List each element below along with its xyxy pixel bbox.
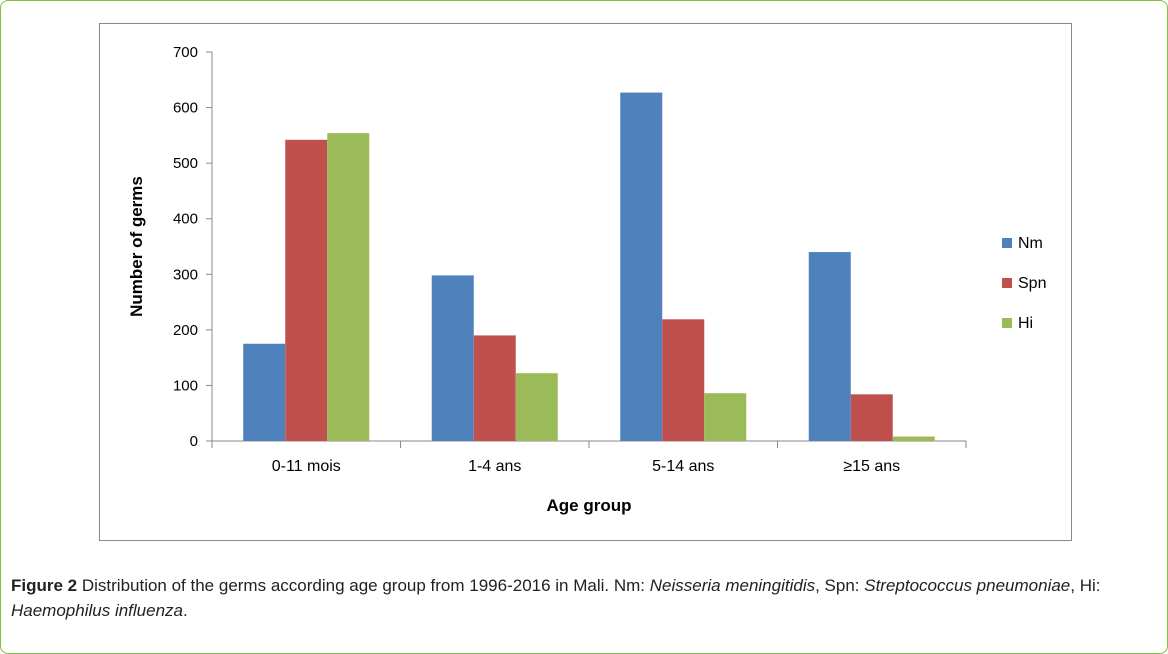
y-tick-label: 200 — [173, 322, 198, 339]
caption-hi-species: Haemophilus influenza — [11, 601, 183, 620]
bar-spn — [473, 335, 516, 441]
x-axis-title: Age group — [547, 496, 632, 515]
chart-area: 0 100 200 300 400 500 600 700 0-11 mois 1-4 ans 5-… — [99, 23, 1072, 541]
legend-label-nm: Nm — [1018, 235, 1043, 252]
caption-nm-species: Neisseria meningitidis — [649, 576, 816, 595]
legend-swatch-spn — [1002, 278, 1012, 288]
bar-spn — [850, 394, 893, 441]
bar-nm — [620, 92, 663, 442]
legend-label-hi: Hi — [1018, 315, 1033, 332]
figure-caption: Figure 2 Distribution of the germs accor… — [11, 573, 1156, 623]
legend-swatch-hi — [1002, 318, 1012, 328]
bar-hi — [515, 373, 558, 441]
y-tick-label: 400 — [173, 211, 198, 228]
bar-hi — [704, 393, 747, 441]
y-tick-label: 0 — [190, 433, 198, 450]
y-tick-label: 700 — [173, 44, 198, 61]
y-tick-label: 100 — [173, 377, 198, 394]
bars — [243, 92, 935, 442]
bar-nm — [243, 343, 286, 441]
caption-text-2: , Spn: — [815, 576, 865, 595]
caption-spn-species: Streptococcus pneumoniae — [864, 576, 1071, 595]
y-axis-title: Number of germs — [127, 176, 146, 317]
x-tick-label: 1-4 ans — [468, 458, 521, 475]
figure-label: Figure 2 — [11, 576, 78, 595]
bar-spn — [662, 319, 705, 441]
legend: Nm Spn Hi — [1002, 235, 1046, 332]
x-tick-label: 0-11 mois — [272, 458, 341, 475]
legend-swatch-nm — [1002, 238, 1012, 248]
y-tick-label: 300 — [173, 266, 198, 283]
bar-nm — [808, 252, 851, 441]
caption-text-3: , Hi: — [1070, 576, 1101, 595]
x-tick-label: ≥15 ans — [843, 458, 900, 475]
y-tick-label: 500 — [173, 155, 198, 172]
bar-hi — [892, 436, 935, 441]
bar-nm — [431, 275, 474, 441]
caption-text-1: Distribution of the germs according age … — [77, 576, 650, 595]
legend-label-spn: Spn — [1018, 275, 1046, 292]
bar-spn — [285, 139, 328, 441]
axis-labels: 0 100 200 300 400 500 600 700 0-11 mois 1-4 ans 5-… — [127, 44, 900, 515]
y-tick-label: 600 — [173, 100, 198, 117]
bar-chart: 0 100 200 300 400 500 600 700 0-11 mois 1-4 ans 5-… — [127, 44, 1046, 515]
caption-text-4: . — [183, 601, 188, 620]
x-tick-label: 5-14 ans — [652, 458, 714, 475]
bar-hi — [327, 133, 370, 441]
